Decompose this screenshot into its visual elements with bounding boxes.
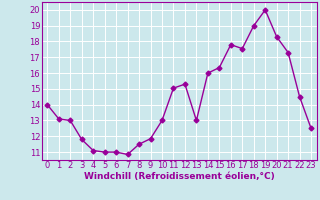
X-axis label: Windchill (Refroidissement éolien,°C): Windchill (Refroidissement éolien,°C) <box>84 172 275 181</box>
